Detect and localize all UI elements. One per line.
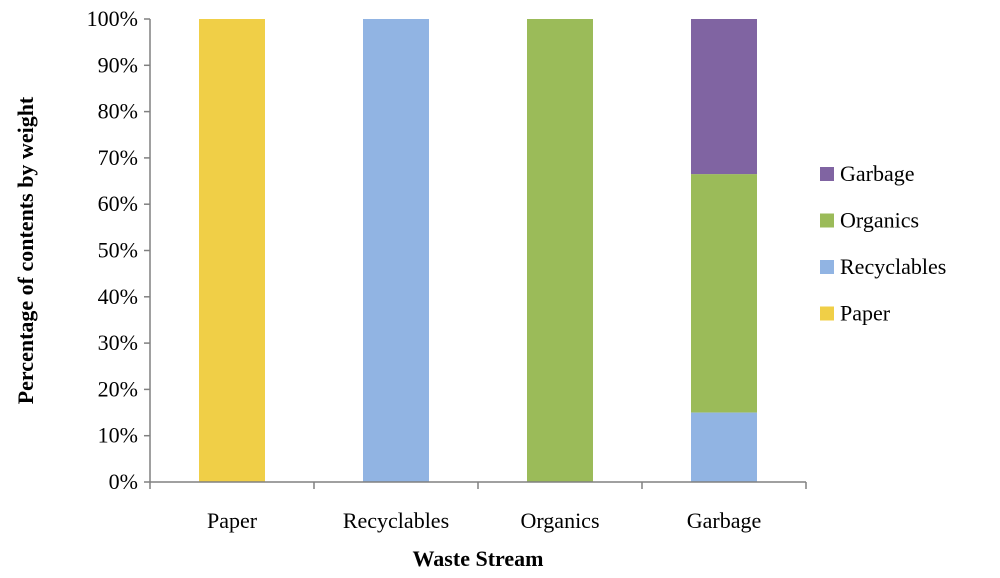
y-tick-label: 70% [98, 145, 138, 170]
legend-swatch-garbage [820, 167, 834, 181]
bar-recyclables-recyclables [363, 19, 429, 482]
bar-garbage-organics [691, 174, 757, 413]
y-tick-label: 80% [98, 99, 138, 124]
y-tick-label: 10% [98, 423, 138, 448]
y-axis-ticks: 0% 10% 20% 30% 40% 50% 60% 70% 80% 90% 100% [87, 6, 150, 494]
x-tick-label: Garbage [687, 508, 762, 533]
x-tick-label: Paper [207, 508, 258, 533]
bar-garbage-recyclables [691, 412, 757, 482]
y-tick-label: 20% [98, 376, 138, 401]
y-axis-title: Percentage of contents by weight [13, 96, 38, 404]
y-tick-label: 0% [109, 469, 138, 494]
y-tick-label: 100% [87, 6, 138, 31]
legend-label-organics: Organics [840, 208, 919, 233]
bar-paper-paper [199, 19, 265, 482]
legend-swatch-paper [820, 306, 834, 321]
legend-label-recyclables: Recyclables [840, 254, 946, 279]
x-tick-label: Recyclables [343, 508, 449, 533]
y-tick-label: 90% [98, 52, 138, 77]
bars-layer [199, 19, 757, 482]
x-tick-label: Organics [520, 508, 599, 533]
y-tick-label: 50% [98, 238, 138, 263]
legend-swatch-recyclables [820, 260, 834, 274]
y-tick-label: 30% [98, 330, 138, 355]
legend-label-paper: Paper [840, 301, 891, 326]
x-axis-title: Waste Stream [413, 546, 544, 571]
bar-organics-organics [527, 19, 593, 482]
y-tick-label: 40% [98, 284, 138, 309]
x-axis-ticks: Paper Recyclables Organics Garbage [149, 482, 807, 533]
bar-garbage-garbage [691, 19, 757, 175]
legend-swatch-organics [820, 213, 834, 228]
legend-label-garbage: Garbage [840, 161, 915, 186]
legend: Garbage Organics Recyclables Paper [820, 161, 946, 326]
y-tick-label: 60% [98, 191, 138, 216]
